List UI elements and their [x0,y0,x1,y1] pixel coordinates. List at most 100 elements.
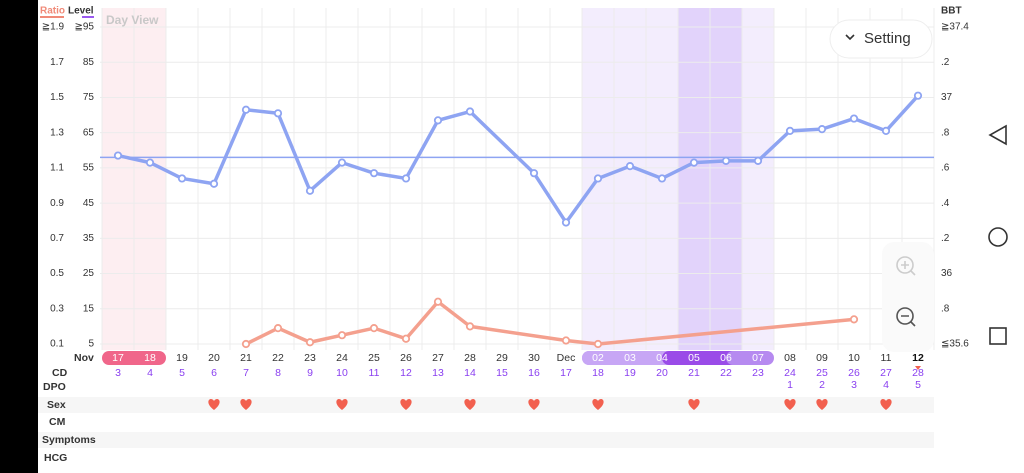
zoom-out[interactable] [896,307,916,327]
heart [880,399,892,410]
date-label: 08 [784,352,796,364]
bbt-tick-label: .8 [941,127,950,138]
ratio-tick-label: 0.1 [50,339,64,350]
data-point [625,162,635,171]
line-segment [276,111,312,193]
row-label-hcg: HCG [44,452,67,464]
data-point [369,324,379,333]
heart [784,399,796,410]
cd-label: 14 [464,367,476,379]
setting-button[interactable]: Setting [829,19,933,59]
cd-label: 15 [496,367,508,379]
line-segment [436,109,472,123]
line-segment [852,116,888,133]
data-point [849,315,859,324]
cd-label: 24 [784,367,796,379]
data-point [433,116,443,125]
bbt-tick-label: 36 [941,268,953,279]
setting-bg[interactable] [829,19,933,59]
zoom-in-icon[interactable] [896,256,914,274]
cd-label: 17 [560,367,572,379]
data-point [273,324,283,333]
line-segment [596,317,856,346]
line-segment [372,326,408,341]
line-segment [308,333,344,344]
data-point [561,336,571,345]
date-label: 28 [464,352,476,364]
line-segment [436,299,472,329]
line-segment [564,338,600,346]
bbt-tick-label: 37 [941,92,953,103]
data-point [529,169,539,178]
cd-label: 23 [752,367,764,379]
level-tick-label: 75 [83,92,95,103]
bbt-tick-label: ≦35.6 [941,339,969,350]
data-point [401,174,411,183]
data-point [657,174,667,183]
date-label: 30 [528,352,540,364]
level-tick-label: 85 [83,57,95,68]
bbt-tick-label: .6 [941,163,950,174]
date-pill [102,351,166,365]
line-segment [340,160,376,175]
nav-recent[interactable] [989,327,1007,345]
line-segment [564,176,600,225]
data-point [145,158,155,167]
nav-back[interactable] [988,124,1007,146]
date-label: Dec [557,352,576,364]
cd-label: 28 [912,367,924,379]
cd-label: 6 [211,367,217,379]
heart [688,399,700,410]
zoom-out-icon[interactable] [896,307,914,325]
data-point [753,156,763,165]
level-tick-label: 65 [83,127,95,138]
date-label: 23 [304,352,316,364]
data-point [817,125,827,134]
line-segment [244,108,280,116]
zoom-in[interactable] [896,256,916,276]
setting-text[interactable]: Setting [864,30,911,47]
bbt-tick-label: .2 [941,57,950,68]
ratio-axis-label: Ratio [40,6,65,17]
date-label: 22 [272,352,284,364]
zoom-in-glyph [901,261,916,276]
cd-label: 7 [243,367,249,379]
ratio-tick-label: 1.7 [50,57,64,68]
data-point [465,107,475,116]
date-label: 11 [881,352,892,364]
ratio-tick-label: 0.9 [50,198,64,209]
data-point [593,174,603,183]
heart [336,399,348,410]
ratio-tick-label: 0.5 [50,268,64,279]
cd-label: 18 [592,367,604,379]
chevron [845,34,855,41]
level-tick-label: 45 [83,198,95,209]
line-segment [788,127,824,133]
ratio-tick-label: 0.7 [50,233,64,244]
row-label-date: Nov [74,352,94,364]
row-label-cd: CD [52,367,68,379]
data-point [241,339,251,349]
cd-label: 12 [400,367,412,379]
nav-bar [988,124,1008,345]
date-label: 12 [912,352,924,364]
line-segment [116,153,152,165]
line-segment [820,116,856,131]
data-point [305,338,315,347]
dpo-label: 1 [787,379,793,391]
heart [400,399,412,410]
cd-label: 13 [432,367,444,379]
ratio-tick-label: 1.3 [50,127,64,138]
dpo-label: 2 [819,379,825,391]
row-label-cm: CM [49,416,66,428]
heart [240,399,252,410]
data-point [561,218,571,227]
date-label: 26 [400,352,412,364]
data-point [113,151,123,160]
data-point [465,322,475,331]
date-label: 21 [240,352,252,364]
dpo-label: 4 [883,379,889,391]
nav-home[interactable] [988,227,1008,247]
cd-label: 20 [656,367,668,379]
line-segment [244,326,280,346]
